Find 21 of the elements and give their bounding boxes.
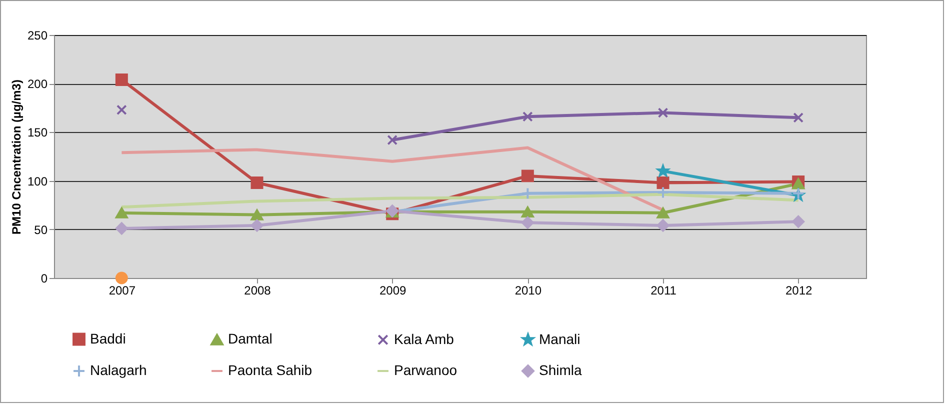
y-axis-title: PM10 Cncentration (µg/m3) — [9, 80, 24, 234]
x-tick-label: 2007 — [108, 284, 136, 298]
legend-label: Damtal — [228, 330, 272, 347]
y-tick-label: 250 — [27, 28, 48, 42]
legend-label: Paonta Sahib — [228, 362, 312, 378]
legend-label: Kala Amb — [394, 330, 454, 347]
y-tick-label: 150 — [27, 126, 48, 140]
x-tick-label: 2011 — [650, 284, 677, 298]
x-tick-label: 2008 — [244, 284, 272, 298]
y-tick-label: 0 — [40, 272, 48, 286]
y-tick-label: 200 — [27, 77, 48, 92]
y-tick-label: 50 — [34, 222, 48, 237]
y-tick-label: 100 — [27, 174, 48, 188]
x-tick-label: 2012 — [785, 284, 813, 298]
legend-label: Nalagarh — [90, 362, 147, 378]
legend-label: Manali — [539, 330, 580, 347]
legend-label: Parwanoo — [394, 362, 458, 378]
x-tick-label: 2009 — [379, 284, 407, 298]
x-tick-label: 2010 — [514, 284, 542, 298]
legend-label: Baddi — [90, 330, 126, 346]
legend-label: Shimla — [539, 362, 582, 378]
